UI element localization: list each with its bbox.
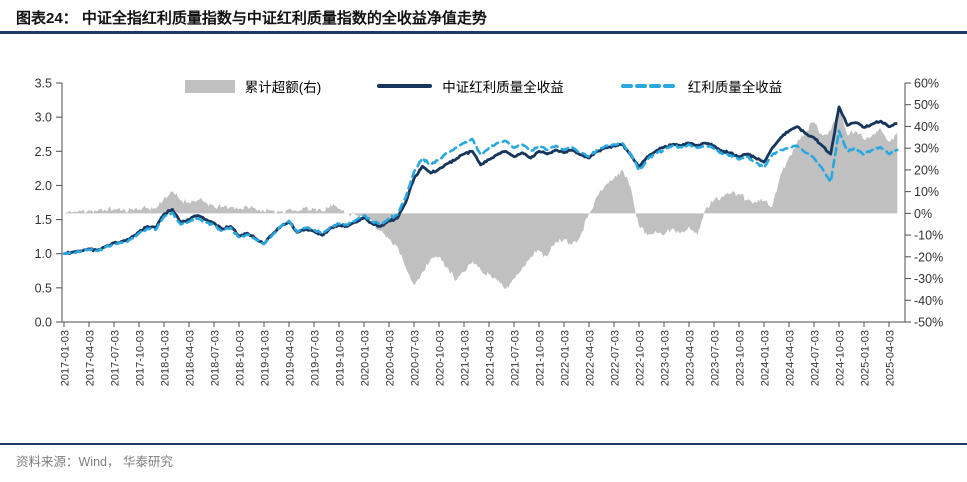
svg-text:2023-10-03: 2023-10-03 bbox=[735, 330, 747, 386]
svg-text:2021-07-03: 2021-07-03 bbox=[510, 330, 522, 386]
svg-text:1.5: 1.5 bbox=[35, 213, 52, 227]
svg-text:60%: 60% bbox=[914, 77, 939, 91]
svg-text:2025-01-03: 2025-01-03 bbox=[860, 330, 872, 386]
area-swatch-icon bbox=[184, 79, 235, 93]
figure-title: 图表24： 中证全指红利质量指数与中证红利质量指数的全收益净值走势 bbox=[16, 10, 487, 27]
svg-text:-10%: -10% bbox=[914, 229, 943, 243]
svg-text:2024-01-03: 2024-01-03 bbox=[760, 330, 772, 386]
svg-text:2021-04-03: 2021-04-03 bbox=[485, 330, 497, 386]
svg-text:2021-01-03: 2021-01-03 bbox=[460, 330, 472, 386]
svg-text:2024-04-03: 2024-04-03 bbox=[785, 330, 797, 386]
svg-text:2024-10-03: 2024-10-03 bbox=[835, 330, 847, 386]
legend-item-csi-dividend-quality: 中证红利质量全收益 bbox=[377, 76, 564, 96]
svg-text:2020-07-03: 2020-07-03 bbox=[410, 330, 422, 386]
svg-text:0.5: 0.5 bbox=[35, 281, 52, 295]
svg-text:40%: 40% bbox=[914, 120, 939, 134]
axes bbox=[56, 82, 911, 327]
svg-text:2017-01-03: 2017-01-03 bbox=[60, 330, 72, 386]
svg-text:2018-01-03: 2018-01-03 bbox=[160, 330, 172, 386]
svg-text:2020-10-03: 2020-10-03 bbox=[435, 330, 447, 386]
svg-text:-50%: -50% bbox=[914, 316, 943, 330]
svg-text:30%: 30% bbox=[914, 142, 939, 156]
svg-text:50%: 50% bbox=[914, 98, 939, 112]
svg-text:2023-04-03: 2023-04-03 bbox=[685, 330, 697, 386]
chart-legend: 累计超额(右) 中证红利质量全收益 红利质量全收益 bbox=[62, 76, 905, 96]
axis-labels: 0.0 0.5 1.0 1.5 2.0 2.5 3.0 3.5 -50% -40% -30% -20%… bbox=[35, 77, 944, 387]
legend-item-excess: 累计超额(右) bbox=[184, 76, 322, 96]
series-cumulative-excess-area bbox=[64, 109, 898, 290]
svg-text:0.0: 0.0 bbox=[35, 316, 52, 330]
title-divider bbox=[0, 31, 967, 34]
dashed-line-swatch-icon bbox=[620, 84, 677, 88]
svg-text:2018-10-03: 2018-10-03 bbox=[235, 330, 247, 386]
legend-label: 中证红利质量全收益 bbox=[442, 80, 564, 95]
svg-text:2018-07-03: 2018-07-03 bbox=[210, 330, 222, 386]
svg-text:-40%: -40% bbox=[914, 294, 943, 308]
svg-text:2022-10-03: 2022-10-03 bbox=[635, 330, 647, 386]
svg-text:2017-07-03: 2017-07-03 bbox=[110, 330, 122, 386]
footer-divider bbox=[0, 443, 967, 445]
svg-text:2022-07-03: 2022-07-03 bbox=[610, 330, 622, 386]
svg-text:2021-10-03: 2021-10-03 bbox=[535, 330, 547, 386]
svg-text:2018-04-03: 2018-04-03 bbox=[185, 330, 197, 386]
svg-text:0%: 0% bbox=[914, 207, 932, 221]
svg-text:2017-10-03: 2017-10-03 bbox=[135, 330, 147, 386]
series-csi-dividend-quality-line bbox=[63, 105, 898, 256]
svg-text:2019-04-03: 2019-04-03 bbox=[285, 330, 297, 386]
svg-text:2.5: 2.5 bbox=[35, 145, 52, 159]
source-note: 资料来源：Wind， 华泰研究 bbox=[16, 455, 173, 469]
svg-text:1.0: 1.0 bbox=[35, 247, 52, 261]
svg-text:2024-07-03: 2024-07-03 bbox=[810, 330, 822, 386]
legend-label: 红利质量全收益 bbox=[687, 80, 783, 95]
svg-text:-20%: -20% bbox=[914, 250, 943, 264]
legend-label: 累计超额(右) bbox=[244, 80, 322, 95]
svg-text:2019-07-03: 2019-07-03 bbox=[310, 330, 322, 386]
series-dividend-quality-line bbox=[62, 129, 899, 256]
svg-text:2023-01-03: 2023-01-03 bbox=[660, 330, 672, 386]
solid-line-swatch-icon bbox=[377, 84, 433, 88]
svg-text:2019-01-03: 2019-01-03 bbox=[260, 330, 272, 386]
svg-text:2020-01-03: 2020-01-03 bbox=[360, 330, 372, 386]
legend-item-dividend-quality: 红利质量全收益 bbox=[620, 76, 783, 96]
svg-text:2025-04-03: 2025-04-03 bbox=[885, 330, 897, 386]
svg-text:3.5: 3.5 bbox=[35, 77, 52, 91]
svg-text:2019-10-03: 2019-10-03 bbox=[335, 330, 347, 386]
svg-text:2.0: 2.0 bbox=[35, 179, 52, 193]
svg-text:2017-04-03: 2017-04-03 bbox=[85, 330, 97, 386]
svg-text:2023-07-03: 2023-07-03 bbox=[710, 330, 722, 386]
svg-text:2022-04-03: 2022-04-03 bbox=[585, 330, 597, 386]
svg-text:10%: 10% bbox=[914, 185, 939, 199]
svg-text:2022-01-03: 2022-01-03 bbox=[560, 330, 572, 386]
svg-text:20%: 20% bbox=[914, 163, 939, 177]
svg-text:2020-04-03: 2020-04-03 bbox=[385, 330, 397, 386]
svg-text:-30%: -30% bbox=[914, 272, 943, 286]
svg-text:3.0: 3.0 bbox=[35, 111, 52, 125]
